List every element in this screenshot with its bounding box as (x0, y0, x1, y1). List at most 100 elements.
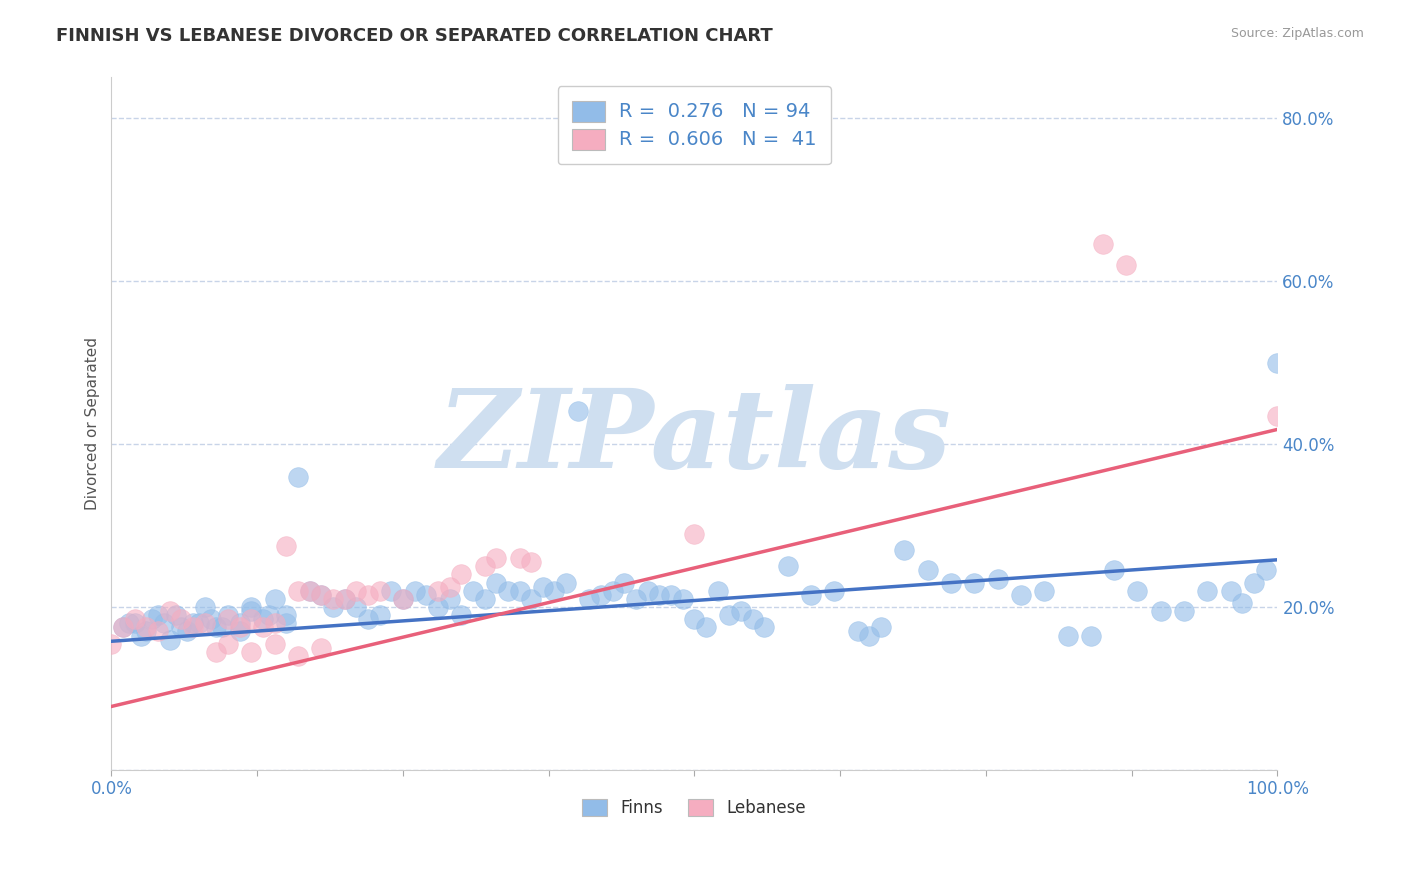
Point (368, 583, 391, 598)
Point (257, 608, 280, 623)
Point (194, 616, 217, 631)
Point (496, 583, 519, 598)
Point (252, 620, 274, 634)
Text: Source: ZipAtlas.com: Source: ZipAtlas.com (1230, 27, 1364, 40)
Point (357, 588, 380, 602)
Point (124, 616, 146, 631)
Point (276, 539, 298, 553)
Point (181, 620, 204, 634)
Point (474, 559, 496, 574)
Point (800, 588, 823, 602)
Point (683, 526, 706, 541)
Point (439, 591, 461, 606)
Point (706, 583, 728, 598)
Point (1091, 237, 1114, 252)
Legend: Finns, Lebanese: Finns, Lebanese (576, 792, 813, 824)
Point (870, 620, 893, 634)
Point (893, 543, 915, 558)
Point (741, 612, 763, 626)
Point (205, 645, 228, 659)
Point (135, 620, 157, 634)
Point (228, 624, 250, 639)
Point (392, 591, 415, 606)
Point (333, 591, 356, 606)
Point (240, 604, 263, 618)
Point (1219, 583, 1241, 598)
Point (159, 604, 181, 618)
Point (228, 620, 250, 634)
Point (683, 612, 706, 626)
Point (322, 600, 344, 615)
Point (200, 612, 222, 626)
Point (276, 616, 298, 631)
Point (322, 591, 344, 606)
Point (823, 583, 845, 598)
Point (520, 591, 543, 606)
Point (298, 583, 321, 598)
Point (754, 620, 776, 634)
Point (1102, 563, 1125, 577)
Point (450, 567, 472, 582)
Point (508, 583, 530, 598)
Point (450, 608, 472, 623)
Point (357, 612, 380, 626)
Point (591, 588, 613, 602)
Point (1010, 588, 1032, 602)
Point (1056, 629, 1078, 643)
Point (426, 583, 449, 598)
Point (695, 620, 717, 634)
Point (211, 620, 233, 634)
Point (485, 575, 508, 590)
Point (181, 616, 204, 631)
Point (1150, 604, 1173, 618)
Point (1232, 596, 1254, 610)
Point (1267, 409, 1289, 423)
Point (146, 608, 169, 623)
Point (1254, 563, 1277, 577)
Point (217, 612, 239, 626)
Point (602, 583, 624, 598)
Point (263, 616, 285, 631)
Point (194, 600, 217, 615)
Text: ZIPatlas: ZIPatlas (437, 384, 952, 491)
Point (939, 575, 962, 590)
Point (380, 583, 402, 598)
Point (1173, 604, 1195, 618)
Point (672, 591, 695, 606)
Point (205, 620, 228, 634)
Point (217, 608, 239, 623)
Point (987, 572, 1010, 586)
Point (170, 612, 193, 626)
Point (520, 555, 543, 569)
Point (846, 624, 869, 639)
Point (135, 624, 157, 639)
Point (461, 583, 484, 598)
Point (415, 588, 437, 602)
Point (1126, 583, 1149, 598)
Point (344, 583, 367, 598)
Point (311, 640, 333, 655)
Point (311, 588, 333, 602)
Point (217, 637, 239, 651)
Point (100, 637, 122, 651)
Point (531, 580, 554, 594)
Point (153, 616, 176, 631)
Point (474, 591, 496, 606)
Point (263, 591, 285, 606)
Point (187, 616, 209, 631)
Point (578, 591, 600, 606)
Point (141, 612, 163, 626)
Point (344, 600, 367, 615)
Point (392, 591, 415, 606)
Point (298, 583, 321, 598)
Point (659, 588, 682, 602)
Point (404, 583, 426, 598)
Point (1197, 583, 1219, 598)
Point (263, 637, 285, 651)
Point (439, 580, 461, 594)
Point (426, 600, 449, 615)
Point (648, 588, 671, 602)
Point (368, 608, 391, 623)
Point (1267, 356, 1289, 370)
Point (129, 629, 152, 643)
